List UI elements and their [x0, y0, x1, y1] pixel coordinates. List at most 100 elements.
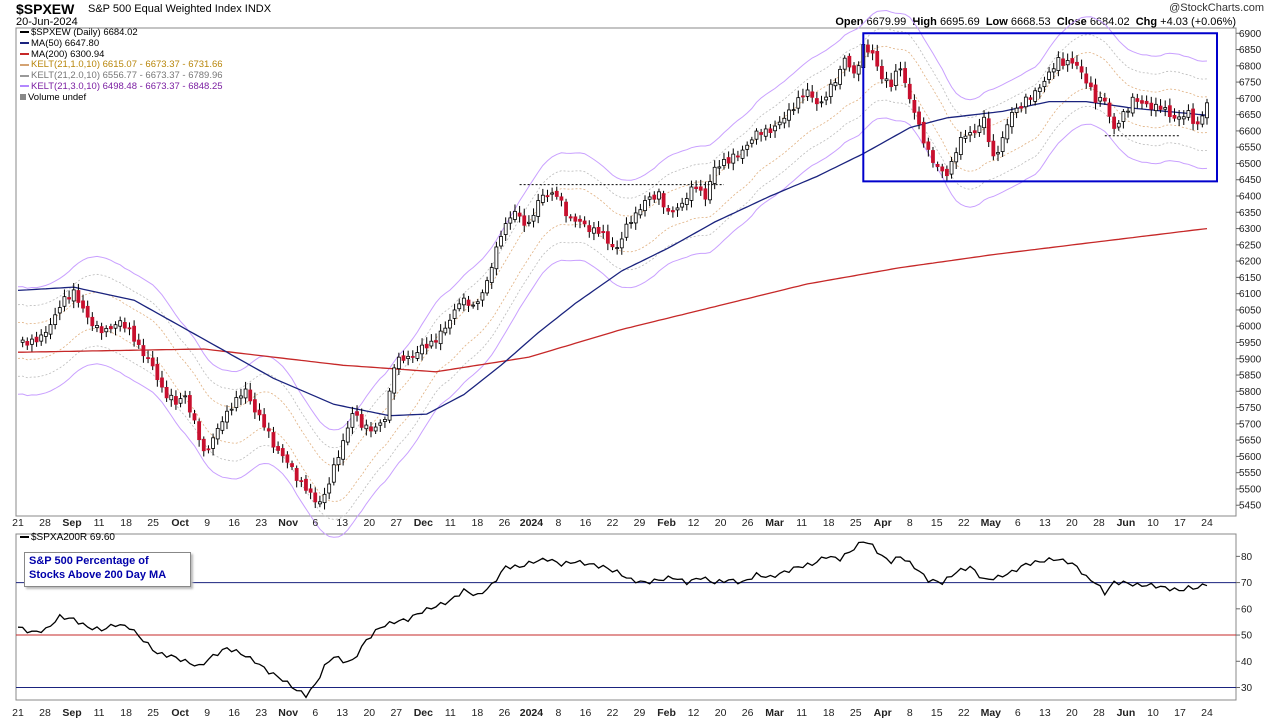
- candle-down: [34, 336, 39, 343]
- candle-up: [503, 223, 508, 235]
- indicator-caption-line2: Stocks Above 200 Day MA: [29, 569, 167, 581]
- candle-down: [972, 130, 977, 134]
- candle-up: [457, 303, 462, 310]
- price-y-tick-label: 6900: [1239, 29, 1262, 40]
- candle-down: [1079, 66, 1084, 73]
- candle-up: [796, 97, 801, 109]
- indicator-x-tick-label: 23: [255, 707, 267, 719]
- legend-kelt1: KELT(21,1.0,10) 6615.07 - 6673.37 - 6731…: [20, 59, 223, 71]
- candle-down: [578, 218, 582, 222]
- candle-up: [996, 152, 1000, 155]
- candle-down: [866, 44, 870, 53]
- candle-down: [285, 454, 290, 463]
- price-x-axis: 21 21 28 28 Sep Sep 11 11 18 18 25 25 Oct Oct 9 9 16 16 23…: [12, 517, 1213, 719]
- candle-up: [633, 212, 638, 224]
- candle-down: [1107, 102, 1112, 117]
- indicator-caption-line1: S&P 500 Percentage of: [29, 555, 149, 567]
- candle-down: [670, 210, 675, 213]
- price-y-tick-label: 5700: [1239, 419, 1262, 430]
- price-x-tick-label: May: [981, 517, 1002, 529]
- price-y-tick-label: 6200: [1239, 257, 1262, 268]
- price-y-tick-label: 6250: [1239, 240, 1262, 251]
- candle-up: [1121, 111, 1126, 122]
- price-x-tick-label: Nov: [278, 517, 298, 529]
- indicator-x-tick-label: 10: [1147, 707, 1159, 719]
- price-x-tick-label: 18: [823, 517, 835, 529]
- candle-down: [67, 297, 71, 300]
- candle-down: [1167, 105, 1172, 118]
- indicator-x-tick-label: 9: [204, 707, 210, 719]
- candle-up: [689, 186, 694, 201]
- candle-down: [271, 432, 276, 448]
- candle-down: [424, 343, 429, 349]
- kelt1-band: [17, 45, 1208, 467]
- candle-down: [610, 244, 615, 248]
- candle-up: [615, 247, 620, 250]
- price-x-tick-label: 16: [228, 517, 240, 529]
- indicator-x-tick-label: May: [981, 707, 1002, 719]
- candle-up: [211, 437, 215, 449]
- candle-up: [842, 57, 847, 70]
- candle-down: [559, 196, 564, 201]
- candle-down: [522, 215, 527, 226]
- candle-down: [1019, 106, 1024, 109]
- candle-up: [406, 355, 411, 360]
- indicator-x-tick-label: 12: [688, 707, 700, 719]
- price-x-tick-label: 16: [580, 517, 592, 529]
- candle-up: [1177, 116, 1182, 120]
- chart-security-name: S&P 500 Equal Weighted Index INDX: [88, 3, 271, 15]
- candle-up: [499, 236, 503, 247]
- indicator-y-tick-label: 80: [1241, 552, 1253, 563]
- candle-down: [85, 305, 90, 318]
- candle-down: [187, 395, 192, 413]
- candle-down: [299, 480, 304, 483]
- candle-up: [243, 388, 248, 399]
- candle-up: [526, 221, 531, 224]
- candle-down: [736, 155, 740, 158]
- price-x-tick-label: 21: [12, 517, 24, 529]
- legend-ma50: MA(50) 6647.80: [20, 38, 223, 50]
- price-x-tick-label: Mar: [765, 517, 784, 529]
- indicator-x-tick-label: 11: [94, 707, 105, 719]
- price-x-tick-label: 13: [1039, 517, 1051, 529]
- candle-up: [754, 130, 759, 140]
- candle-up: [1047, 71, 1051, 80]
- high-value: 6695.69: [939, 16, 980, 28]
- indicator-y-tick-label: 60: [1241, 604, 1253, 615]
- candle-down: [810, 91, 815, 98]
- indicator-panel: 30 40 50 60 70 80: [16, 541, 1253, 699]
- price-x-tick-label: 11: [445, 517, 456, 529]
- candle-up: [475, 301, 480, 304]
- candle-down: [308, 488, 313, 493]
- candle-up: [480, 292, 485, 301]
- candle-up: [684, 198, 689, 205]
- candle-up: [1042, 80, 1047, 88]
- candle-down: [266, 428, 271, 432]
- candle-up: [1005, 124, 1010, 140]
- candle-down: [801, 95, 805, 98]
- copyright-text: @StockCharts.com: [1169, 2, 1264, 14]
- indicator-x-tick-label: 25: [850, 707, 862, 719]
- candle-up: [777, 121, 782, 126]
- candle-up: [71, 289, 76, 302]
- candle-down: [1191, 108, 1195, 124]
- price-x-tick-label: 18: [472, 517, 484, 529]
- candle-up: [438, 330, 443, 345]
- candle-down: [359, 414, 364, 428]
- candle-up: [1065, 60, 1070, 66]
- candle-up: [20, 339, 25, 343]
- candle-up: [884, 78, 889, 82]
- candle-up: [508, 217, 513, 224]
- candle-up: [39, 334, 44, 342]
- indicator-x-tick-label: 11: [445, 707, 456, 719]
- candle-up: [619, 238, 624, 249]
- candle-up: [963, 135, 968, 139]
- candle-up: [675, 207, 680, 211]
- indicator-x-tick-label: 13: [1039, 707, 1051, 719]
- candle-down: [122, 322, 127, 329]
- candle-down: [150, 357, 155, 367]
- candle-down: [1112, 116, 1117, 129]
- price-x-tick-label: 22: [607, 517, 619, 529]
- price-y-tick-label: 5650: [1239, 436, 1262, 447]
